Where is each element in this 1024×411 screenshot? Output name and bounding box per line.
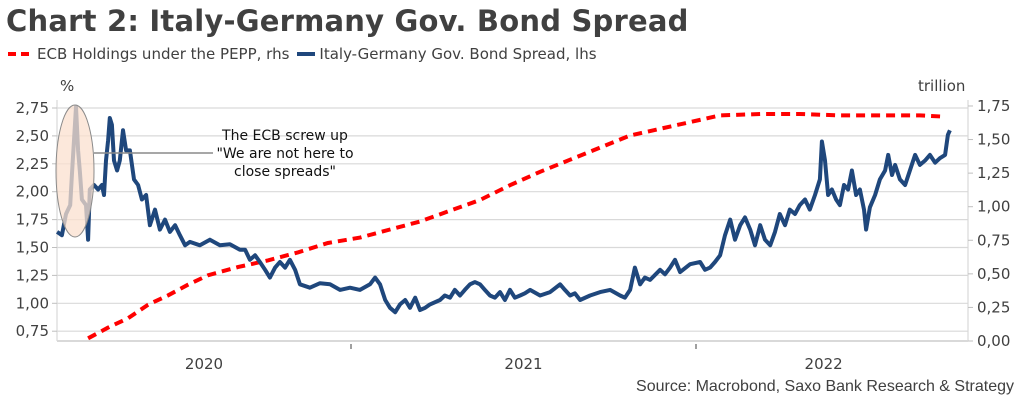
- right-axis-unit: trillion: [918, 77, 966, 95]
- right-tick-label: 1,00: [977, 198, 1010, 216]
- annotation-line-3: close spreads": [234, 164, 336, 180]
- legend-label-ecb-holdings: ECB Holdings under the PEPP, rhs: [37, 45, 290, 63]
- axes: [56, 100, 969, 342]
- x-tick-label: 2021: [504, 355, 542, 373]
- gridlines: [57, 107, 968, 332]
- right-tick-label: 0,00: [977, 332, 1010, 350]
- left-tick-label: 2,75: [16, 99, 49, 117]
- left-tick-label: 1,25: [16, 266, 49, 284]
- legend-item-ecb-holdings: ECB Holdings under the PEPP, rhs: [8, 45, 289, 63]
- legend: ECB Holdings under the PEPP, rhs Italy-G…: [8, 45, 605, 63]
- right-tick-label: 1,50: [977, 131, 1010, 149]
- left-tick-label: 0,75: [16, 322, 49, 340]
- chart-title: Chart 2: Italy-Germany Gov. Bond Spread: [6, 4, 689, 38]
- right-tick-label: 0,75: [977, 231, 1010, 249]
- left-tick-label: 1,50: [16, 239, 49, 257]
- series-line-spread: [55, 104, 952, 315]
- source-note: Source: Macrobond, Saxo Bank Research & …: [636, 378, 1014, 395]
- legend-item-spread: Italy-Germany Gov. Bond Spread, lhs: [297, 45, 597, 63]
- left-tick-label: 2,00: [16, 183, 49, 201]
- series-line-ecb-holdings: [87, 112, 946, 341]
- right-tick-label: 0,50: [977, 265, 1010, 283]
- left-tick-label: 2,50: [16, 127, 49, 145]
- right-tick-label: 0,25: [977, 298, 1010, 316]
- legend-swatch-solid-blue: [297, 52, 316, 56]
- highlight-ellipse: [55, 104, 95, 238]
- right-tick-label: 1,75: [977, 97, 1010, 115]
- left-tick-label: 2,25: [16, 155, 49, 173]
- annotation-text: The ECB screw up "We are not here to clo…: [205, 127, 365, 181]
- legend-label-spread: Italy-Germany Gov. Bond Spread, lhs: [319, 45, 597, 63]
- x-tick-label: 2020: [185, 355, 223, 373]
- left-tick-label: 1,00: [16, 294, 49, 312]
- annotation-line-2: "We are not here to: [216, 146, 354, 162]
- annotation-line-1: The ECB screw up: [222, 128, 348, 144]
- x-axis-ticks: 2020 2021 2022: [185, 344, 843, 373]
- right-axis-ticks: 1,75 1,50 1,25 1,00 0,75 0,50 0,25 0,00: [968, 97, 1010, 350]
- x-tick-label: 2022: [805, 355, 843, 373]
- legend-swatch-dashed-red: [8, 52, 34, 56]
- left-axis-ticks: 2,75 2,50 2,25 2,00 1,75 1,50 1,25 1,00 0,75: [16, 99, 57, 340]
- left-tick-label: 1,75: [16, 211, 49, 229]
- right-tick-label: 1,25: [977, 164, 1010, 182]
- left-axis-unit: %: [60, 77, 75, 95]
